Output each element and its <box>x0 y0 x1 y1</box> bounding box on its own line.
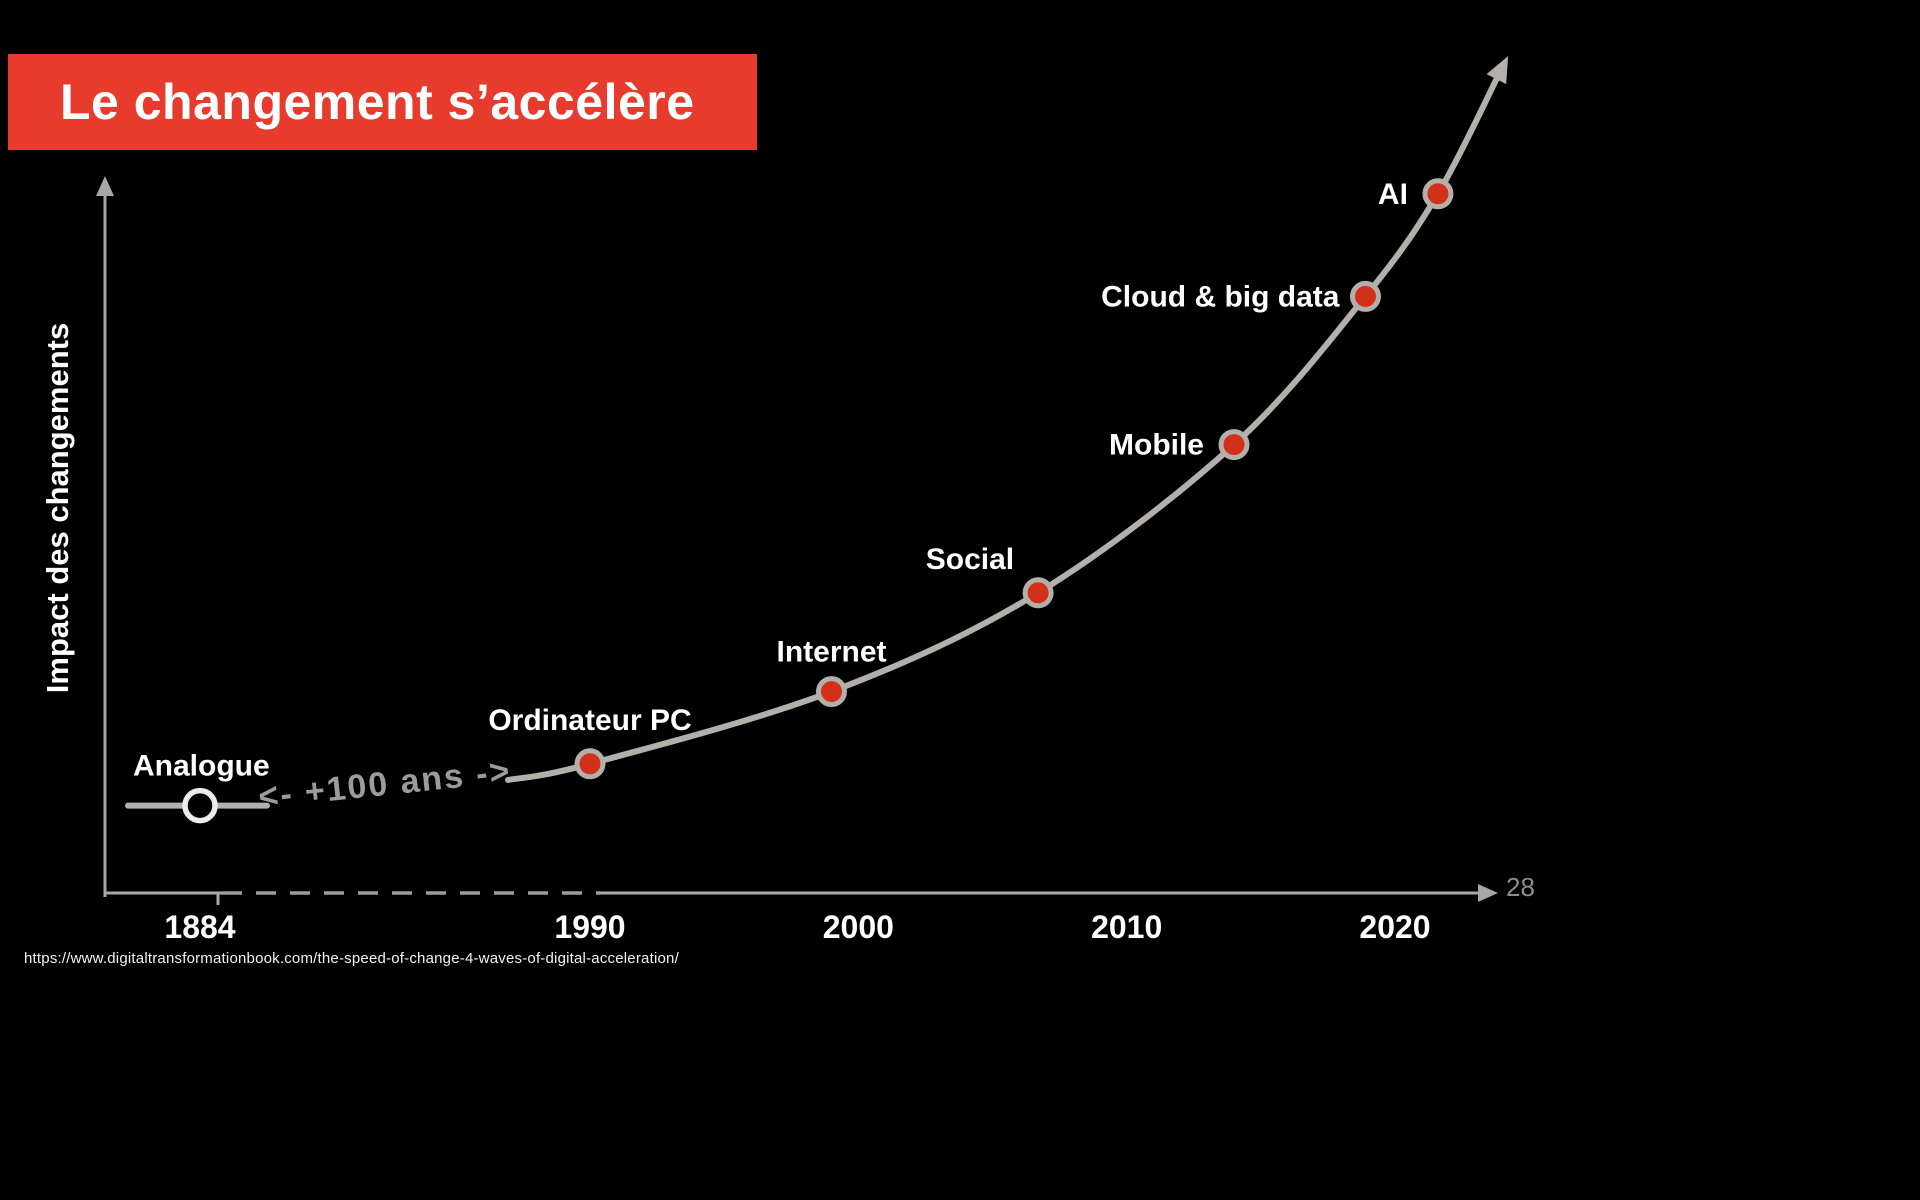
x-tick-label: 1990 <box>554 909 625 945</box>
x-tick-label: 1884 <box>164 909 235 945</box>
data-point <box>1422 178 1454 210</box>
x-tick-label: 2000 <box>823 909 894 945</box>
data-point-label: AI <box>1378 178 1408 211</box>
trend-curve <box>505 69 1503 783</box>
data-point-label: Social <box>926 543 1014 576</box>
data-point <box>1349 280 1381 312</box>
data-point-open <box>182 787 218 824</box>
data-point-label: Internet <box>776 636 886 669</box>
y-axis-arrow-icon <box>96 176 114 196</box>
data-point <box>1218 429 1250 461</box>
data-point-label: Cloud & big data <box>1101 280 1340 313</box>
slide-title: Le changement s’accélère <box>60 74 695 130</box>
page-number: 28 <box>1506 872 1535 902</box>
data-point <box>816 676 847 708</box>
data-point-label: Analogue <box>133 750 270 783</box>
trend-curve-arrow-icon <box>1486 55 1509 85</box>
y-axis-label: Impact des changements <box>40 323 75 693</box>
x-tick-label: 2010 <box>1091 909 1162 945</box>
data-point-label: Mobile <box>1109 429 1204 462</box>
source-url: https://www.digitaltransformationbook.co… <box>24 950 679 967</box>
title-banner: Le changement s’accélère <box>8 54 757 150</box>
time-gap-annotation: <- +100 ans -> <box>257 752 513 816</box>
x-tick-label: 2020 <box>1359 909 1430 945</box>
data-point <box>1022 577 1054 609</box>
x-axis-arrow-icon <box>1478 884 1498 902</box>
data-point <box>574 748 606 780</box>
data-point-label: Ordinateur PC <box>488 704 691 737</box>
